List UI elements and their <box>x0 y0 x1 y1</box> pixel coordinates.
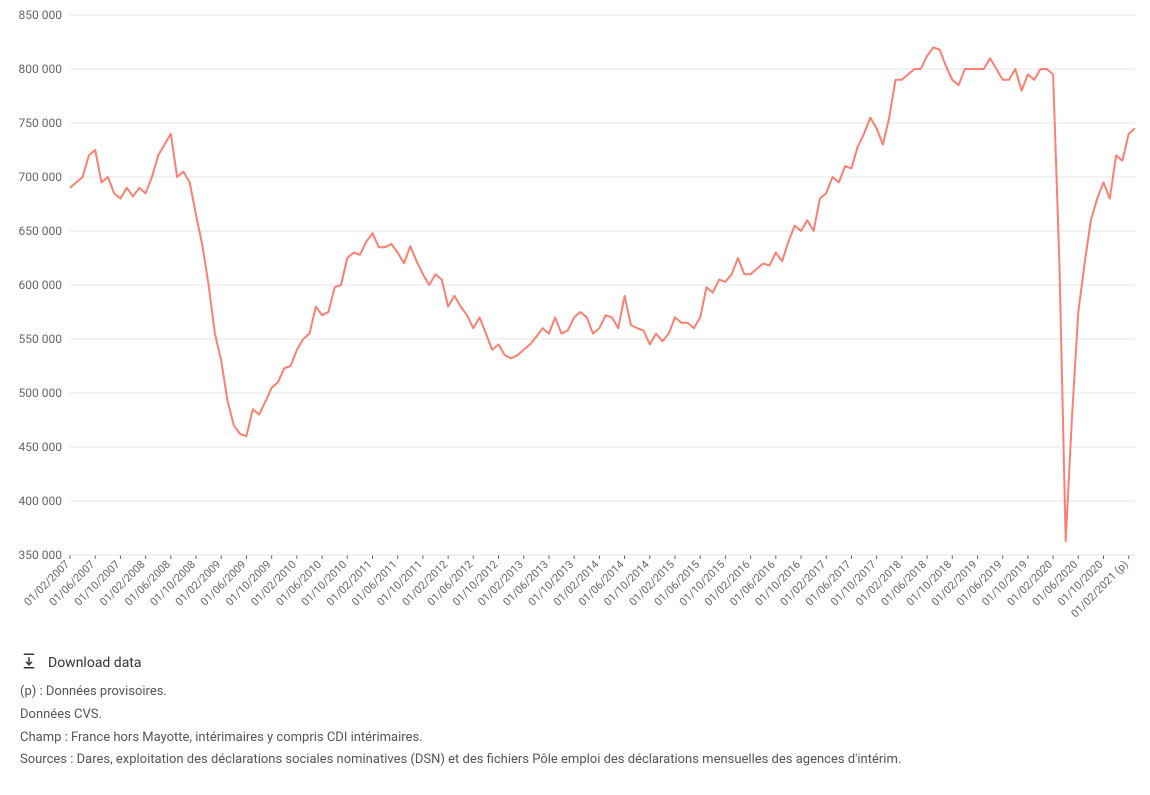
y-tick-label: 800 000 <box>19 62 63 76</box>
y-tick-label: 550 000 <box>19 332 63 346</box>
download-icon <box>20 652 38 674</box>
line-chart: 350 000 400 000 450 000 500 000 550 000 600 0… <box>10 10 1140 640</box>
y-tick-label: 700 000 <box>19 170 63 184</box>
chart-container: 350 000 400 000 450 000 500 000 550 000 600 0… <box>10 10 1140 644</box>
y-tick-label: 850 000 <box>19 10 63 22</box>
download-data-button[interactable]: Download data <box>20 652 1140 674</box>
series-line <box>70 47 1135 541</box>
chart-notes: (p) : Données provisoires. Données CVS. … <box>20 682 1140 771</box>
note-champ: Champ : France hors Mayotte, intérimaire… <box>20 728 1140 749</box>
y-tick-label: 600 000 <box>19 278 63 292</box>
note-provisional: (p) : Données provisoires. <box>20 682 1140 703</box>
y-tick-label: 500 000 <box>19 386 63 400</box>
note-sources: Sources : Dares, exploitation des déclar… <box>20 750 1140 771</box>
note-cvs: Données CVS. <box>20 705 1140 726</box>
y-tick-label: 750 000 <box>19 116 63 130</box>
y-tick-label: 650 000 <box>19 224 63 238</box>
download-label: Download data <box>48 655 142 671</box>
y-tick-label: 450 000 <box>19 440 63 454</box>
y-tick-label: 400 000 <box>19 494 63 508</box>
y-tick-label: 350 000 <box>19 548 63 562</box>
